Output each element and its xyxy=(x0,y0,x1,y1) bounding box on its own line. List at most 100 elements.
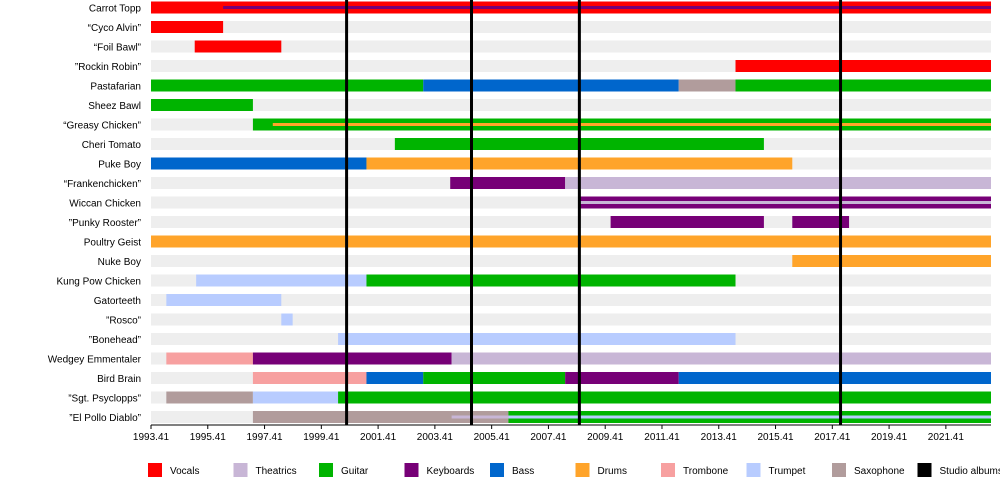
x-tick-label: 2005.41 xyxy=(474,432,511,443)
row-background xyxy=(151,313,991,326)
x-tick-label: 2001.41 xyxy=(360,432,397,443)
bar-theatrics xyxy=(451,415,509,419)
x-tick-label: 2017.41 xyxy=(814,432,851,443)
legend-label-studio: Studio albums xyxy=(940,466,1000,477)
x-tick-label: 2003.41 xyxy=(417,432,454,443)
row-background xyxy=(151,216,991,228)
legend-swatch-drums xyxy=(575,463,590,477)
bar-bass xyxy=(151,157,367,170)
member-name: Sheez Bawl xyxy=(88,101,141,112)
member-name: Pastafarian xyxy=(90,82,141,93)
legend: Vocals Theatrics Guitar Keyboards Bass Drums T… xyxy=(148,463,1000,477)
bar-trumpet xyxy=(196,274,367,287)
bar-guitar xyxy=(151,79,424,92)
bar-bass xyxy=(678,372,991,384)
member-name: Puke Boy xyxy=(98,160,141,171)
member-name: “Foil Bawl” xyxy=(94,43,141,54)
legend-swatch-bass xyxy=(490,463,504,477)
member-labels: Carrot Topp “Cyco Alvin” “Foil Bawl” ”Rocki… xyxy=(48,4,142,425)
x-tick-label: 1997.41 xyxy=(246,432,283,443)
member-name: Poultry Geist xyxy=(84,238,141,249)
bar-theatrics xyxy=(565,177,991,189)
bar-keyboards xyxy=(610,216,764,228)
bar-trumpet xyxy=(252,391,339,404)
bar-guitar xyxy=(423,372,566,384)
bar-theatrics xyxy=(451,352,991,365)
bar-keyboards xyxy=(252,352,452,365)
x-tick-label: 2021.41 xyxy=(928,432,965,443)
member-name: Nuke Boy xyxy=(98,257,141,268)
row-background xyxy=(151,40,991,53)
member-name: “Cyco Alvin” xyxy=(88,23,141,34)
legend-label-trombone: Trombone xyxy=(683,466,729,477)
x-tick-label: 2011.41 xyxy=(644,432,680,443)
bar-bass xyxy=(423,79,679,92)
member-name: Cheri Tomato xyxy=(82,140,142,151)
member-name: Wedgey Emmentaler xyxy=(48,355,142,366)
legend-label-trumpet: Trumpet xyxy=(769,466,806,477)
x-tick-label: 2013.41 xyxy=(701,432,738,443)
row-background xyxy=(151,21,991,33)
x-tick-label: 1999.41 xyxy=(303,432,340,443)
bar-keyboards xyxy=(792,216,850,228)
legend-label-drums: Drums xyxy=(598,466,627,477)
bar-bass xyxy=(366,372,424,384)
bar-drums xyxy=(151,235,991,248)
bar-keyboards xyxy=(450,177,566,189)
bar-guitar xyxy=(338,391,991,404)
x-axis: 1993.41 1995.41 1997.41 1999.41 2001.41 2003.… xyxy=(133,424,991,443)
x-tick-label: 2019.41 xyxy=(871,432,908,443)
x-tick-label: 2015.41 xyxy=(757,432,794,443)
member-name: Bird Brain xyxy=(97,374,141,385)
member-name: Carrot Topp xyxy=(89,4,142,15)
bar-saxophone xyxy=(252,411,509,423)
x-tick-label: 1993.41 xyxy=(133,432,170,443)
legend-swatch-theatrics xyxy=(233,463,248,477)
bar-guitar xyxy=(151,99,253,111)
legend-swatch-studio xyxy=(917,463,932,477)
bar-trumpet xyxy=(281,313,293,326)
row-background xyxy=(151,294,991,306)
bar-vocals xyxy=(194,40,282,53)
member-name: Kung Pow Chicken xyxy=(57,277,142,288)
bar-keyboards xyxy=(565,372,679,384)
legend-swatch-saxophone xyxy=(832,463,846,477)
legend-label-keyboards: Keyboards xyxy=(427,466,475,477)
legend-swatch-vocals xyxy=(148,463,162,477)
bar-guitar xyxy=(735,79,991,92)
bar-trumpet xyxy=(338,333,736,345)
bar-vocals xyxy=(735,60,991,72)
legend-swatch-guitar xyxy=(319,463,333,477)
bar-keyboards xyxy=(223,6,991,9)
member-name: ”Rockin Robin” xyxy=(75,62,141,73)
row-background xyxy=(151,99,991,111)
x-tick-label: 2007.41 xyxy=(530,432,567,443)
member-name: ”El Pollo Diablo” xyxy=(69,413,141,424)
legend-label-bass: Bass xyxy=(512,466,534,477)
legend-swatch-keyboards xyxy=(404,463,419,477)
bar-trumpet xyxy=(166,294,282,306)
legend-label-guitar: Guitar xyxy=(341,466,369,477)
bar-theatrics xyxy=(579,201,991,204)
member-name: ”Bonehead” xyxy=(89,335,141,346)
member-name: Wiccan Chicken xyxy=(69,199,141,210)
member-name: ”Rosco” xyxy=(106,316,141,327)
legend-swatch-trombone xyxy=(661,463,675,477)
bar-drums xyxy=(792,255,991,267)
member-name: ”Punky Rooster” xyxy=(69,218,141,229)
member-name: ”Sgt. Psyclopps” xyxy=(68,394,141,405)
bar-vocals xyxy=(151,21,224,33)
bar-trombone xyxy=(252,372,367,384)
legend-label-saxophone: Saxophone xyxy=(854,466,905,477)
x-tick-label: 1995.41 xyxy=(190,432,227,443)
bar-guitar xyxy=(366,274,736,287)
member-name: “Greasy Chicken” xyxy=(63,121,141,132)
bar-saxophone xyxy=(678,79,736,92)
row-background xyxy=(151,255,991,267)
bar-trumpet xyxy=(508,415,991,419)
legend-swatch-trumpet xyxy=(746,463,761,477)
legend-label-vocals: Vocals xyxy=(170,466,199,477)
bar-trombone xyxy=(166,352,253,365)
studio-album-lines xyxy=(345,0,843,425)
